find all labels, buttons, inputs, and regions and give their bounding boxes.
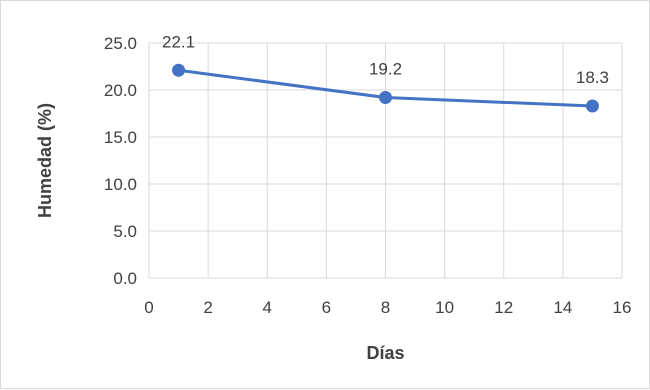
x-tick-label: 14 xyxy=(553,298,572,317)
y-tick-label: 25.0 xyxy=(104,34,137,53)
x-tick-label: 4 xyxy=(263,298,272,317)
series-humedad xyxy=(172,63,599,113)
y-tick-label: 20.0 xyxy=(104,81,137,100)
data-point xyxy=(172,63,186,77)
x-tick-label: 2 xyxy=(203,298,212,317)
gridlines xyxy=(148,42,623,279)
x-axis-title: Días xyxy=(366,343,404,363)
y-tick-label: 10.0 xyxy=(104,175,137,194)
data-label: 19.2 xyxy=(369,60,402,79)
x-tick-label: 12 xyxy=(494,298,513,317)
x-tick-label: 6 xyxy=(322,298,331,317)
y-tick-label: 15.0 xyxy=(104,128,137,147)
axes: 0 2 4 6 8 10 12 14 16 0.0 5.0 10.0 15.0 20.0 25.0 xyxy=(104,34,632,317)
x-tick-label: 16 xyxy=(613,298,632,317)
y-tick-label: 0.0 xyxy=(113,269,137,288)
x-tick-label: 10 xyxy=(435,298,454,317)
data-labels: 22.1 19.2 18.3 xyxy=(162,32,609,87)
x-tick-label: 8 xyxy=(381,298,390,317)
data-point xyxy=(379,91,392,105)
y-tick-label: 5.0 xyxy=(113,222,137,241)
y-axis-title: Humedad (%) xyxy=(35,103,55,218)
data-point xyxy=(585,99,599,113)
x-tick-label: 0 xyxy=(144,298,153,317)
data-label: 18.3 xyxy=(576,68,609,87)
data-label: 22.1 xyxy=(162,32,195,51)
